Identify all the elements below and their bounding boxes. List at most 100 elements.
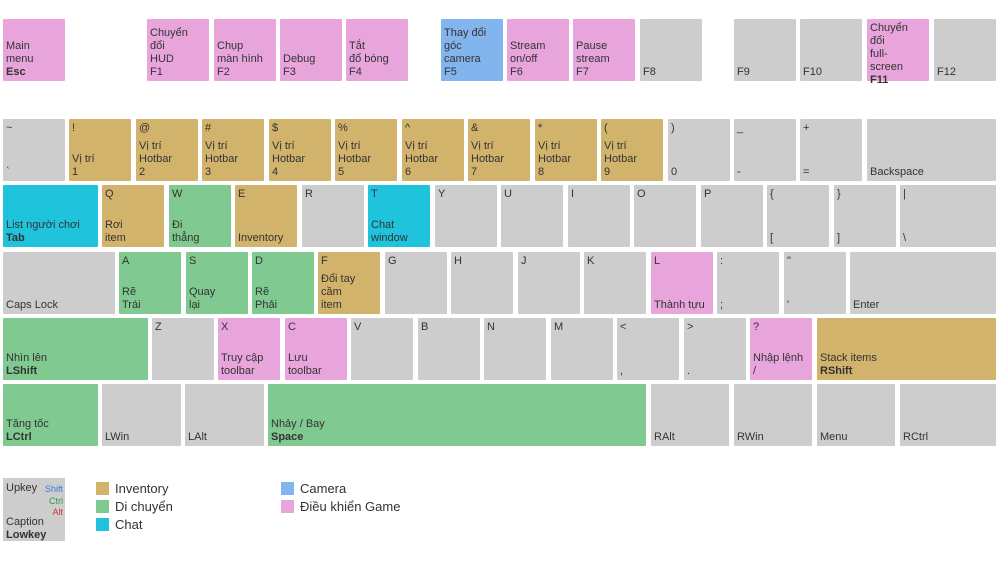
key-caption: Hotbar <box>471 153 505 165</box>
key-caption: window <box>371 232 408 244</box>
key-spacer <box>803 22 858 66</box>
key-spacer <box>753 334 808 352</box>
key-lower: RCtrl <box>903 431 929 443</box>
key-upper: X <box>221 321 229 333</box>
key-upper: { <box>770 188 774 200</box>
legend-swatch <box>281 500 294 513</box>
legend-item: Inventory <box>96 481 168 496</box>
key-upper: ^ <box>405 122 411 134</box>
key: ) 0 <box>668 119 730 181</box>
key-spacer <box>305 201 360 245</box>
key-spacer <box>643 22 698 66</box>
key: F Đổi tay cầm item <box>318 252 380 314</box>
key-caption: full- <box>870 48 888 60</box>
key: F12 <box>934 19 996 81</box>
key-lower: 4 <box>272 166 279 178</box>
key-caption: Nhập lệnh <box>753 352 804 364</box>
key-lower: ` <box>6 166 10 178</box>
key-upper: + <box>803 122 810 134</box>
key: (Vị trí Hotbar 9 <box>601 119 663 181</box>
key-lower: F11 <box>870 74 889 86</box>
key-upper: O <box>637 188 646 200</box>
key-spacer <box>288 334 343 352</box>
key: Q Rơi item <box>102 185 164 247</box>
key-caption: Chuyển đổi <box>870 22 908 47</box>
legend-swatch <box>96 482 109 495</box>
key-spacer <box>521 268 576 312</box>
key: Pause stream F7 <box>573 19 635 81</box>
key-spacer <box>421 334 476 378</box>
key-spacer <box>188 387 260 431</box>
key-caption: screen <box>870 61 904 73</box>
key-lower: 3 <box>205 166 212 178</box>
key-caption: toolbar <box>221 365 255 377</box>
key-caption: Hotbar <box>604 153 638 165</box>
legend-swatch <box>96 518 109 531</box>
key-upper: B <box>421 321 429 333</box>
key: B <box>418 318 480 380</box>
key-spacer <box>787 268 842 299</box>
key-lower: , <box>620 365 624 377</box>
key-lower: 7 <box>471 166 478 178</box>
legend-item: Di chuyển <box>96 499 173 514</box>
key: L Thành tựu <box>651 252 713 314</box>
key-lower: LShift <box>6 365 38 377</box>
legend-label: Chat <box>115 517 143 532</box>
legend-label: Camera <box>300 481 347 496</box>
key: _ - <box>734 119 796 181</box>
key-caption: Stack items <box>820 352 877 364</box>
key-lower: F12 <box>937 66 956 78</box>
key-caption: Quay <box>189 286 216 298</box>
key-caption: Rẽ <box>255 286 270 298</box>
key-caption: List người chơi <box>6 219 80 231</box>
key-upper: " <box>787 255 791 267</box>
key: T Chat window <box>368 185 430 247</box>
key-caption: Trái <box>122 299 141 311</box>
key-spacer <box>6 387 94 418</box>
key-upper: R <box>305 188 313 200</box>
key-upper: @ <box>139 122 151 134</box>
key-caption: item <box>105 232 126 244</box>
key-lower: . <box>687 365 691 377</box>
key: Menu <box>817 384 895 446</box>
key-upper: > <box>687 321 694 333</box>
key: Y <box>435 185 497 247</box>
key-lower: F4 <box>349 66 362 78</box>
key: ? Nhập lệnh / <box>750 318 812 380</box>
key: F9 <box>734 19 796 81</box>
key-lower: F6 <box>510 66 523 78</box>
key-upper: _ <box>737 122 744 134</box>
key: LAlt <box>185 384 264 446</box>
key: Chụp màn hình F2 <box>214 19 276 81</box>
legend-label: Inventory <box>115 481 169 496</box>
key-caption: Hotbar <box>139 153 173 165</box>
key: S Quay lại <box>186 252 248 314</box>
key-upper: & <box>471 122 479 134</box>
key-lower: F7 <box>576 66 589 78</box>
legend-swatch <box>96 500 109 513</box>
key-lower: RShift <box>820 365 853 377</box>
key-lower: ; <box>720 299 724 311</box>
key-caption: Vị trí <box>471 140 494 152</box>
key-lower: F8 <box>643 66 656 78</box>
key: Chuyển đổi full-screen F11 <box>867 19 929 86</box>
sample-ctrl: Ctrl <box>49 496 63 506</box>
key-upper: J <box>521 255 527 267</box>
key-spacer <box>654 268 709 299</box>
key-lower: Space <box>271 431 304 443</box>
key: Chuyển đổi HUD F1 <box>147 19 209 81</box>
key-caption: Debug <box>283 53 316 65</box>
key: Main menu Esc <box>3 19 65 81</box>
key-spacer <box>6 321 144 352</box>
key-caption: toolbar <box>288 365 322 377</box>
key-lower: 9 <box>604 166 611 178</box>
sample-lowkey: Lowkey <box>6 529 47 541</box>
key-spacer <box>903 387 992 431</box>
key-upper: Y <box>438 188 446 200</box>
key: P <box>701 185 763 247</box>
key-spacer <box>371 201 426 219</box>
key-caption: thẳng <box>172 232 200 244</box>
key-lower: LWin <box>105 431 130 443</box>
key-caption: Vị trí <box>139 140 162 152</box>
key-caption: Main <box>6 40 30 52</box>
